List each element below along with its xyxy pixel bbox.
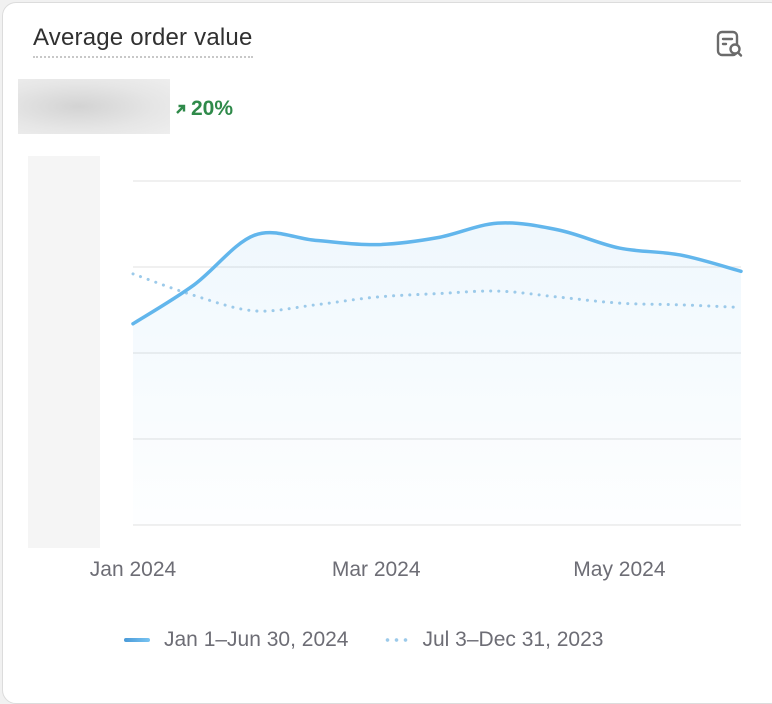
y-axis-labels-redacted — [28, 156, 100, 548]
legend-item-previous[interactable]: Jul 3–Dec 31, 2023 — [382, 628, 604, 652]
delta-badge: 20% — [174, 97, 233, 121]
metric-value-redacted — [18, 79, 170, 134]
report-search-icon[interactable] — [714, 29, 744, 59]
legend-item-current[interactable]: Jan 1–Jun 30, 2024 — [124, 628, 349, 652]
dotted-line-swatch — [382, 638, 409, 642]
series-area-current — [133, 222, 741, 525]
arrow-up-right-icon — [176, 104, 186, 114]
series-line-current — [131, 221, 743, 326]
card-title[interactable]: Average order value — [33, 24, 253, 58]
delta-value: 20% — [191, 97, 234, 120]
solid-line-swatch — [124, 638, 150, 642]
line-chart: Jan 2024 Mar 2024 May 2024 — [90, 180, 743, 581]
x-tick-label: Mar 2024 — [332, 558, 421, 581]
legend-label: Jul 3–Dec 31, 2023 — [422, 628, 604, 651]
x-tick-label: Jan 2024 — [90, 558, 177, 581]
series-line-previous — [131, 272, 743, 313]
x-tick-label: May 2024 — [573, 558, 666, 581]
chart-legend: Jan 1–Jun 30, 2024 Jul 3–Dec 31, 2023 — [124, 628, 637, 652]
legend-label: Jan 1–Jun 30, 2024 — [164, 628, 349, 651]
